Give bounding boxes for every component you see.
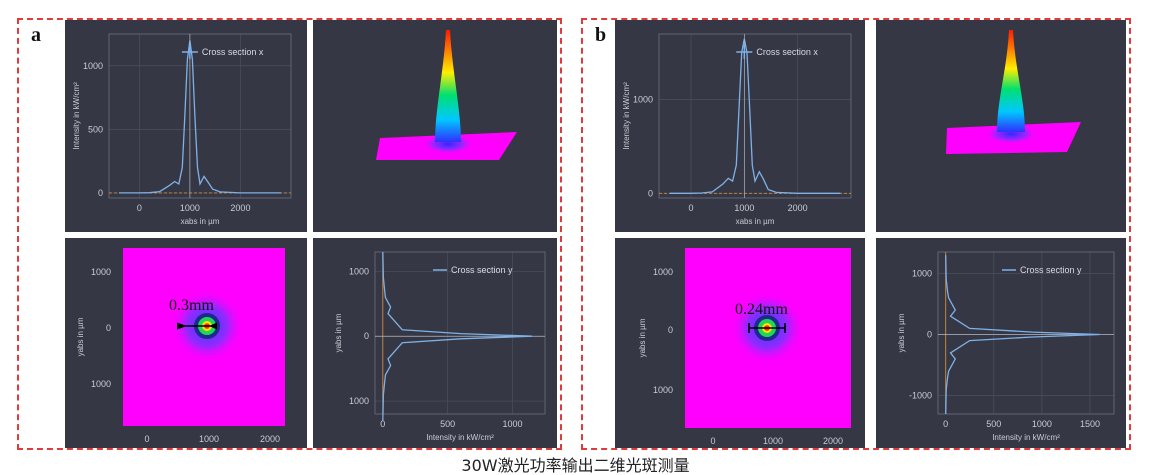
- beam-profile-svg: 0.24mm010002000100001000xabs in µmyabs i…: [638, 248, 851, 446]
- y-axis-label: Intensity in kW/cm²: [622, 82, 631, 150]
- figure-caption: 30W激光功率输出二维光斑测量: [461, 456, 690, 475]
- legend-label: Cross section x: [756, 47, 818, 57]
- legend-label: Cross section y: [1020, 265, 1082, 275]
- measure-arrowhead: [209, 322, 217, 330]
- cross-section-y-svg: 0 500 1000 1000 0 1000 Intensity in kW/cm² yabs…: [334, 251, 546, 442]
- x-tick-label: 1000: [763, 436, 783, 446]
- y-tick-label: 0: [927, 330, 932, 340]
- cross-section-y-curve: [945, 255, 1100, 415]
- y-tick-label: 0: [668, 325, 673, 335]
- y-tick-label: 1000: [349, 266, 369, 276]
- measure-arrowhead: [177, 322, 187, 330]
- x-tick-label: 0: [710, 436, 715, 446]
- x-tick-label: 0: [380, 419, 385, 429]
- spot-size-annotation: 0.24mm: [735, 301, 788, 318]
- x-tick-label: 1500: [1080, 419, 1100, 429]
- x-tick-label: 1000: [734, 203, 754, 213]
- panel-letter: a: [31, 24, 41, 46]
- y-tick-label: 1000: [653, 385, 673, 395]
- y-tick-label: 0: [364, 331, 369, 341]
- plot-frame: [658, 33, 852, 199]
- y-tick-label: 1000: [633, 95, 653, 105]
- y-axis-label: yabs in µm: [897, 313, 906, 352]
- x-tick-label: 1000: [199, 434, 219, 444]
- x-tick-label: 2000: [230, 203, 250, 213]
- plot-frame: [108, 33, 292, 199]
- plot-frame: [374, 251, 546, 415]
- x-axis-label: xabs in µm: [736, 217, 775, 226]
- x-tick-label: 0: [144, 434, 149, 444]
- cross-section-x-plot: 0 1000 2000 0 500 1000 xabs in µm Intensity in …: [65, 20, 307, 232]
- cross-section-x-svg: 0 1000 2000 0 500 1000 xabs in µm Intensity in …: [72, 33, 292, 226]
- x-tick-label: 2000: [788, 203, 808, 213]
- x-axis-label: xabs in µm: [181, 217, 220, 226]
- x-tick-label: 1000: [503, 419, 523, 429]
- cross-section-y-svg: 0 500 1000 1500 1000 0 -1000 Intensity in kW/cm…: [897, 251, 1115, 442]
- legend-label: Cross section y: [451, 265, 513, 275]
- x-axis-label: Intensity in kW/cm²: [992, 433, 1060, 442]
- cross-section-x-curve: [669, 38, 841, 194]
- x-tick-label: 0: [137, 203, 142, 213]
- cross-section-x-plot: 0 1000 2000 0 1000 xabs in µm Intensity in kW/…: [615, 20, 865, 232]
- x-axis-label: Intensity in kW/cm²: [426, 433, 494, 442]
- beam-3d-svg: [376, 30, 517, 160]
- y-tick-label: 1000: [91, 379, 111, 389]
- beam-profile-map: 0.24mm010002000100001000xabs in µmyabs i…: [615, 238, 865, 448]
- x-tick-label: 0: [688, 203, 693, 213]
- cross-section-y-plot: 0 500 1000 1000 0 1000 Intensity in kW/cm² yabs…: [313, 238, 557, 448]
- x-tick-label: 1000: [1032, 419, 1052, 429]
- cross-section-x-svg: 0 1000 2000 0 1000 xabs in µm Intensity in kW/…: [622, 33, 852, 226]
- y-tick-label: 1000: [91, 267, 111, 277]
- panel-a: a 0 1000 2000 0 500 1000 xabs in µm Intensity i…: [17, 18, 562, 450]
- spot-size-annotation: 0.3mm: [169, 297, 214, 314]
- x-tick-label: 2000: [823, 436, 843, 446]
- x-tick-label: 2000: [260, 434, 280, 444]
- cross-section-y-plot: 0 500 1000 1500 1000 0 -1000 Intensity in kW/cm…: [876, 238, 1126, 448]
- y-axis-label: Intensity in kW/cm²: [72, 82, 81, 150]
- y-tick-label: -1000: [909, 391, 932, 401]
- y-tick-label: 1000: [349, 396, 369, 406]
- y-axis-label: yabs in µm: [638, 318, 647, 357]
- panel-b: b 0 1000 2000 0 1000 xabs in µm Intensity in k…: [581, 18, 1131, 450]
- y-tick-label: 1000: [83, 61, 103, 71]
- y-tick-label: 0: [106, 323, 111, 333]
- peak-base-halo: [422, 134, 474, 154]
- x-tick-label: 500: [440, 419, 455, 429]
- x-tick-label: 500: [986, 419, 1001, 429]
- beam-peak: [435, 30, 461, 142]
- cross-section-y-curve: [382, 251, 533, 421]
- beam-peak: [997, 30, 1025, 132]
- cross-section-x-curve: [119, 40, 281, 194]
- panel-letter: b: [595, 24, 607, 46]
- y-tick-label: 0: [648, 188, 653, 198]
- beam-3d-svg: [946, 30, 1081, 154]
- x-tick-label: 0: [943, 419, 948, 429]
- beam-profile-svg: 0.3mm010002000100001000xabs in µmyabs in…: [76, 248, 285, 444]
- legend-label: Cross section x: [202, 47, 264, 57]
- y-tick-label: 1000: [653, 267, 673, 277]
- beam-3d-plot: [876, 20, 1126, 232]
- beam-3d-plot: [313, 20, 557, 232]
- y-tick-label: 1000: [912, 268, 932, 278]
- y-tick-label: 0: [98, 188, 103, 198]
- y-axis-label: yabs in µm: [76, 317, 85, 356]
- plot-frame: [937, 251, 1115, 415]
- y-tick-label: 500: [88, 124, 103, 134]
- x-tick-label: 1000: [180, 203, 200, 213]
- beam-profile-map: 0.3mm010002000100001000xabs in µmyabs in…: [65, 238, 307, 448]
- y-axis-label: yabs in µm: [334, 313, 343, 352]
